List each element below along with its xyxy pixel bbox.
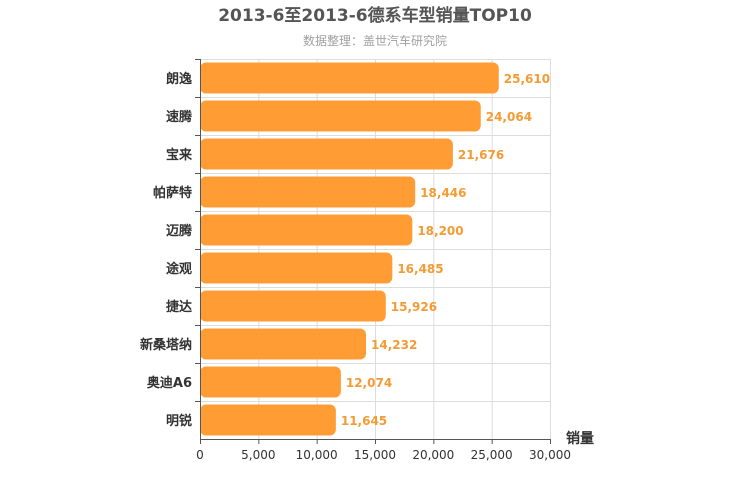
x-tick-label: 25,000 bbox=[471, 448, 513, 462]
axes: 0 5,000 10,000 15,000 20,000 25,000 30,000 朗逸速腾… bbox=[140, 59, 571, 462]
bar[interactable] bbox=[200, 404, 336, 436]
data-label: 14,232 bbox=[371, 338, 417, 352]
bar[interactable] bbox=[200, 366, 341, 398]
bars: 25,610 24,064 21,676 18,446 18,200 16,485 15,9… bbox=[200, 62, 550, 436]
x-tick-label: 0 bbox=[196, 448, 204, 462]
category-label: 途观 bbox=[166, 261, 192, 277]
data-label: 11,645 bbox=[341, 414, 387, 428]
data-label: 18,200 bbox=[417, 224, 463, 238]
x-axis-title: 销量 bbox=[566, 430, 594, 447]
data-label: 25,610 bbox=[504, 72, 550, 86]
x-tick-label: 5,000 bbox=[241, 448, 275, 462]
data-label: 15,926 bbox=[391, 300, 437, 314]
x-tick-label: 20,000 bbox=[412, 448, 454, 462]
category-label: 帕萨特 bbox=[153, 185, 192, 201]
bar[interactable] bbox=[200, 290, 386, 322]
bar[interactable] bbox=[200, 62, 499, 94]
data-label: 24,064 bbox=[486, 110, 532, 124]
bar[interactable] bbox=[200, 138, 453, 170]
data-label: 21,676 bbox=[458, 148, 504, 162]
bar[interactable] bbox=[200, 100, 481, 132]
category-label: 新桑塔纳 bbox=[140, 337, 192, 353]
category-label: 迈腾 bbox=[166, 223, 193, 239]
category-label: 捷达 bbox=[166, 299, 192, 315]
x-tick-label: 30,000 bbox=[529, 448, 571, 462]
bar[interactable] bbox=[200, 176, 416, 208]
x-tick-label: 10,000 bbox=[296, 448, 338, 462]
data-label: 12,074 bbox=[346, 376, 392, 390]
bar[interactable] bbox=[200, 252, 393, 284]
x-tick-label: 15,000 bbox=[354, 448, 396, 462]
category-label: 奥迪A6 bbox=[147, 375, 192, 391]
chart-subtitle: 数据整理：盖世汽车研究院 bbox=[303, 33, 447, 48]
category-label: 宝来 bbox=[166, 147, 193, 163]
category-label: 朗逸 bbox=[166, 71, 192, 87]
bar[interactable] bbox=[200, 328, 367, 360]
data-label: 16,485 bbox=[397, 262, 443, 276]
bar[interactable] bbox=[200, 214, 413, 246]
chart-title: 2013-6至2013-6德系车型销量TOP10 bbox=[218, 5, 532, 26]
category-label: 明锐 bbox=[166, 413, 192, 429]
category-label: 速腾 bbox=[166, 109, 193, 125]
data-label: 18,446 bbox=[420, 186, 466, 200]
